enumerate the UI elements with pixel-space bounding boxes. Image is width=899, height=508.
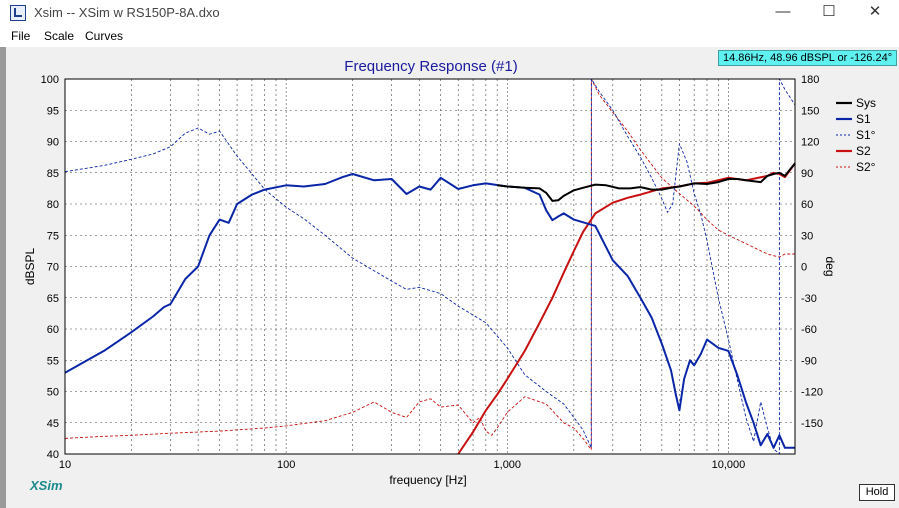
x-axis-label: frequency [Hz] bbox=[389, 473, 466, 487]
xsim-logo: XSim bbox=[30, 478, 63, 493]
title-bar: Xsim -- XSim w RS150P-8A.dxo — ☐ ✕ bbox=[0, 0, 899, 26]
y-tick-label: 85 bbox=[47, 168, 59, 180]
y-tick-label: 40 bbox=[47, 449, 59, 461]
menu-bar: File Scale Curves bbox=[0, 26, 899, 47]
menu-file[interactable]: File bbox=[11, 29, 31, 43]
y2-axis-label: deg bbox=[823, 256, 837, 276]
minimize-button[interactable]: — bbox=[775, 3, 791, 20]
chart-legend: Sys S1 S1° S2 S2° bbox=[836, 96, 876, 174]
y2-tick-label: -120 bbox=[801, 387, 823, 399]
y2-tick-label: 180 bbox=[801, 74, 819, 86]
y-tick-label: 45 bbox=[47, 418, 59, 430]
y2-tick-label: -60 bbox=[801, 324, 817, 336]
y-tick-label: 55 bbox=[47, 355, 59, 367]
y2-tick-label: 0 bbox=[801, 262, 807, 274]
menu-scale[interactable]: Scale bbox=[44, 29, 75, 43]
y2-tick-label: -150 bbox=[801, 418, 823, 430]
y2-tick-label: 60 bbox=[801, 199, 813, 211]
cursor-readout: 14.86Hz, 48.96 dBSPL or -126.24° bbox=[718, 50, 898, 66]
hold-button[interactable]: Hold bbox=[859, 484, 895, 501]
y-tick-label: 60 bbox=[47, 324, 59, 336]
series-s1 bbox=[64, 173, 795, 449]
y-tick-label: 100 bbox=[41, 74, 59, 86]
y-tick-label: 70 bbox=[47, 262, 59, 274]
x-tick-label: 10,000 bbox=[712, 459, 746, 471]
y2-tick-label: 30 bbox=[801, 230, 813, 242]
y-tick-label: 95 bbox=[47, 105, 59, 117]
chart-grid bbox=[65, 79, 795, 454]
series-s2-phase bbox=[64, 78, 795, 451]
legend-entry: S1° bbox=[856, 128, 876, 142]
y-tick-label: 75 bbox=[47, 230, 59, 242]
plot-frame bbox=[64, 78, 796, 455]
chart-title: Frequency Response (#1) bbox=[344, 58, 517, 75]
y2-tick-label: 90 bbox=[801, 168, 813, 180]
left-window-strip bbox=[0, 47, 6, 508]
x-tick-label: 100 bbox=[277, 459, 295, 471]
series-sys bbox=[497, 162, 796, 202]
legend-entry: S1 bbox=[856, 112, 871, 126]
app-icon bbox=[10, 5, 26, 21]
y-tick-label: 50 bbox=[47, 387, 59, 399]
chart-curves bbox=[64, 78, 796, 455]
y2-tick-label: -30 bbox=[801, 293, 817, 305]
series-s1-phase bbox=[64, 78, 796, 455]
series-s2 bbox=[457, 162, 796, 455]
maximize-button[interactable]: ☐ bbox=[822, 3, 836, 20]
y2-tick-label: -90 bbox=[801, 355, 817, 367]
menu-curves[interactable]: Curves bbox=[85, 29, 124, 43]
legend-entry: Sys bbox=[856, 96, 876, 110]
legend-entry: S2 bbox=[856, 144, 871, 158]
y-tick-label: 65 bbox=[47, 293, 59, 305]
x-tick-label: 1,000 bbox=[494, 459, 522, 471]
chart-ticks: 404550556065707580859095100-150-120-90-6… bbox=[41, 74, 823, 471]
close-button[interactable]: ✕ bbox=[868, 3, 882, 20]
y-axis-label: dBSPL bbox=[23, 247, 37, 285]
x-tick-label: 10 bbox=[59, 459, 71, 471]
window-title: Xsim -- XSim w RS150P-8A.dxo bbox=[34, 5, 220, 20]
y2-tick-label: 120 bbox=[801, 137, 819, 149]
y-tick-label: 80 bbox=[47, 199, 59, 211]
legend-entry: S2° bbox=[856, 160, 876, 174]
y-tick-label: 90 bbox=[47, 137, 59, 149]
y2-tick-label: 150 bbox=[801, 105, 819, 117]
